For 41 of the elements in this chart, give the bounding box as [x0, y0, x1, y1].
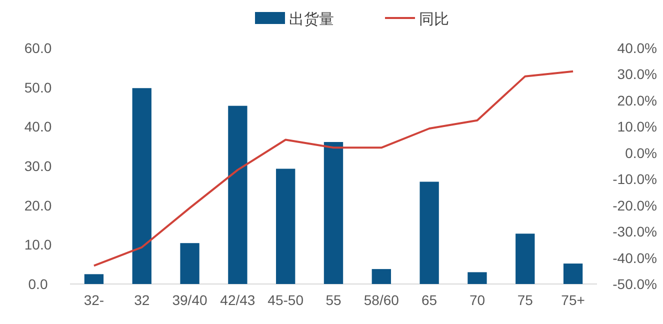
- y-tick-label: 40.0: [24, 118, 52, 135]
- x-tick-label: 75+: [561, 292, 585, 308]
- x-tick-label: 45-50: [268, 292, 304, 308]
- y-tick-label: 30.0: [24, 158, 52, 174]
- y-tick-label: 50.0: [24, 79, 52, 96]
- x-tick-label: 32: [134, 292, 150, 308]
- y2-tick-label: 0.0%: [625, 144, 657, 161]
- y-tick-label: 10.0: [24, 236, 52, 253]
- legend-label: 同比: [419, 11, 449, 28]
- bar: [420, 182, 439, 284]
- bar: [180, 243, 200, 284]
- legend-label: 出货量: [289, 11, 334, 28]
- bar: [372, 269, 391, 284]
- x-tick-label: 39/40: [172, 292, 208, 308]
- y2-tick-label: -20.0%: [612, 197, 657, 214]
- x-tick-label: 32-: [84, 292, 104, 308]
- bar: [228, 106, 248, 284]
- y2-tick-label: 40.0%: [617, 40, 657, 56]
- y2-tick-label: -40.0%: [612, 250, 657, 266]
- x-tick-label: 75: [517, 292, 534, 308]
- y2-tick-label: 10.0%: [617, 118, 657, 135]
- bar: [132, 88, 152, 284]
- y2-tick-label: -30.0%: [612, 224, 657, 240]
- y2-tick-label: 30.0%: [617, 66, 657, 82]
- y-tick-label: 60.0: [24, 40, 52, 56]
- bar: [324, 142, 344, 284]
- x-tick-label: 55: [326, 292, 342, 308]
- bar: [563, 264, 583, 284]
- y-tick-label: 0.0: [28, 276, 48, 292]
- bar: [276, 168, 296, 284]
- x-tick-label: 70: [469, 292, 486, 308]
- y2-tick-label: -10.0%: [612, 171, 657, 188]
- bar: [516, 234, 535, 284]
- bar: [468, 272, 487, 284]
- x-tick-label: 58/60: [364, 292, 400, 308]
- x-tick-label: 65: [422, 292, 438, 308]
- bar: [84, 274, 104, 284]
- x-tick-label: 42/43: [220, 292, 256, 308]
- y-tick-label: 20.0: [24, 197, 52, 214]
- y2-tick-label: 20.0%: [617, 92, 657, 108]
- y2-tick-label: -50.0%: [612, 276, 657, 292]
